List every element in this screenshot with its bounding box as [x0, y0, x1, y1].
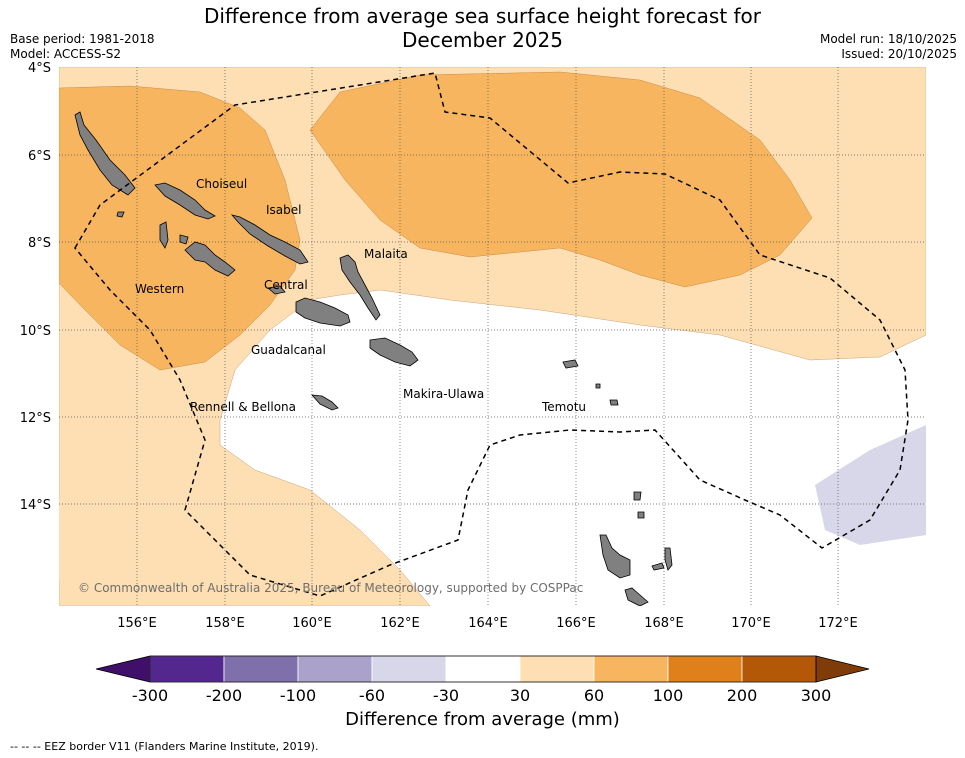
island-choiseul	[154, 182, 216, 220]
lon-label: 162°E	[380, 616, 420, 631]
colorbar-label: Difference from average (mm)	[345, 709, 620, 730]
island-maewo	[664, 547, 673, 571]
lon-label: 172°E	[818, 616, 858, 631]
island-banks-2	[637, 511, 645, 519]
colorbar-tick-label: -300	[132, 686, 168, 705]
eez-border	[74, 72, 909, 597]
colorbar-segment	[297, 655, 373, 683]
island-espiritu-santo	[599, 534, 631, 579]
island-western-north	[74, 111, 136, 196]
lon-label: 170°E	[731, 616, 771, 631]
island-malekula	[624, 587, 649, 606]
lat-label: 4°S	[28, 61, 51, 76]
island-new-georgia	[184, 241, 236, 277]
lon-label: 158°E	[205, 616, 245, 631]
anomaly-region-60-100-east	[309, 71, 813, 288]
lat-label: 10°S	[20, 324, 51, 339]
colorbar-segment	[593, 655, 669, 683]
colorbar-segment	[519, 655, 595, 683]
anomaly-region-60-100-west	[59, 85, 301, 371]
longitude-labels: 156°E 158°E 160°E 162°E 164°E 166°E 168°…	[117, 616, 858, 631]
lon-label: 156°E	[117, 616, 157, 631]
colorbar-tick-label: -30	[433, 686, 459, 705]
region-label: Rennell & Bellona	[190, 400, 296, 414]
latitude-labels: 4°S 6°S 8°S 10°S 12°S 14°S	[20, 61, 51, 513]
island-isabel	[230, 214, 309, 265]
colorbar-arrow-low	[95, 655, 151, 683]
colorbar-segment	[149, 655, 225, 683]
colorbar-tick-label: 60	[584, 686, 604, 705]
lat-label: 12°S	[20, 411, 51, 426]
colorbar-outline	[149, 655, 817, 683]
colorbar-tick-label: 30	[510, 686, 530, 705]
base-period: Base period: 1981-2018	[10, 32, 155, 46]
meta-left: Base period: 1981-2018 Model: ACCESS-S2	[10, 32, 155, 62]
region-label: Central	[264, 278, 308, 292]
colorbar-tick-label: -100	[280, 686, 316, 705]
island-ambae	[651, 562, 665, 571]
colorbar-tick-label: 200	[727, 686, 758, 705]
region-label: Choiseul	[196, 177, 247, 191]
lat-label: 6°S	[28, 149, 51, 164]
colorbar-tick-label: 100	[653, 686, 684, 705]
colorbar-tick-label: -200	[206, 686, 242, 705]
issued-date: Issued: 20/10/2025	[841, 47, 957, 61]
model-run: Model run: 18/10/2025	[819, 32, 957, 46]
region-label: Western	[135, 282, 184, 296]
colorbar-segment	[371, 655, 447, 683]
island-rendova	[179, 234, 189, 245]
colorbar-segment	[223, 655, 299, 683]
island-guadalcanal	[295, 297, 351, 327]
lon-label: 164°E	[468, 616, 508, 631]
region-label: Makira-Ulawa	[403, 387, 484, 401]
region-label: Guadalcanal	[251, 343, 326, 357]
graticule	[59, 67, 926, 606]
island-makira	[369, 337, 419, 367]
island-rennell	[311, 394, 339, 411]
island-vanikoro	[609, 399, 619, 406]
anomaly-region-30-60-sw	[59, 500, 215, 580]
colorbar-segment	[741, 655, 817, 683]
region-label: Temotu	[541, 400, 586, 414]
lon-label: 166°E	[556, 616, 596, 631]
meta-right: Model run: 18/10/2025 Issued: 20/10/2025	[820, 32, 957, 62]
island-shortland	[116, 211, 125, 218]
region-label: Malaita	[364, 247, 408, 261]
island-temotu-small	[595, 383, 601, 389]
colorbar: -300 -200 -100 -60 -30 30 60 100 200 300	[95, 655, 870, 705]
lon-label: 168°E	[644, 616, 684, 631]
island-florida	[267, 285, 286, 295]
title-line-2: December 2025	[402, 28, 563, 52]
colorbar-segment	[667, 655, 743, 683]
island-banks	[633, 491, 642, 501]
island-vella	[159, 221, 169, 249]
lat-label: 14°S	[20, 498, 51, 513]
title-line-1: Difference from average sea surface heig…	[203, 4, 762, 28]
region-label: Isabel	[266, 203, 301, 217]
colorbar-segment	[445, 655, 521, 683]
island-malaita	[339, 254, 381, 321]
land-masses	[74, 111, 673, 606]
island-santa-cruz	[562, 359, 579, 369]
map-title: Difference from average sea surface heig…	[0, 4, 965, 52]
anomaly-region-minus-30-60	[815, 425, 926, 545]
copyright-text: © Commonwealth of Australia 2025, Bureau…	[78, 581, 583, 595]
lon-label: 160°E	[292, 616, 332, 631]
anomaly-map: © Commonwealth of Australia 2025, Bureau…	[59, 67, 926, 606]
colorbar-tick-label: 300	[801, 686, 832, 705]
colorbar-arrow-high	[815, 655, 870, 683]
region-labels: Choiseul Isabel Malaita Western Central …	[135, 177, 586, 414]
footnote: -- -- -- EEZ border V11 (Flanders Marine…	[10, 740, 319, 753]
model-name: Model: ACCESS-S2	[10, 47, 122, 61]
lat-label: 8°S	[28, 236, 51, 251]
colorbar-tick-label: -60	[359, 686, 385, 705]
